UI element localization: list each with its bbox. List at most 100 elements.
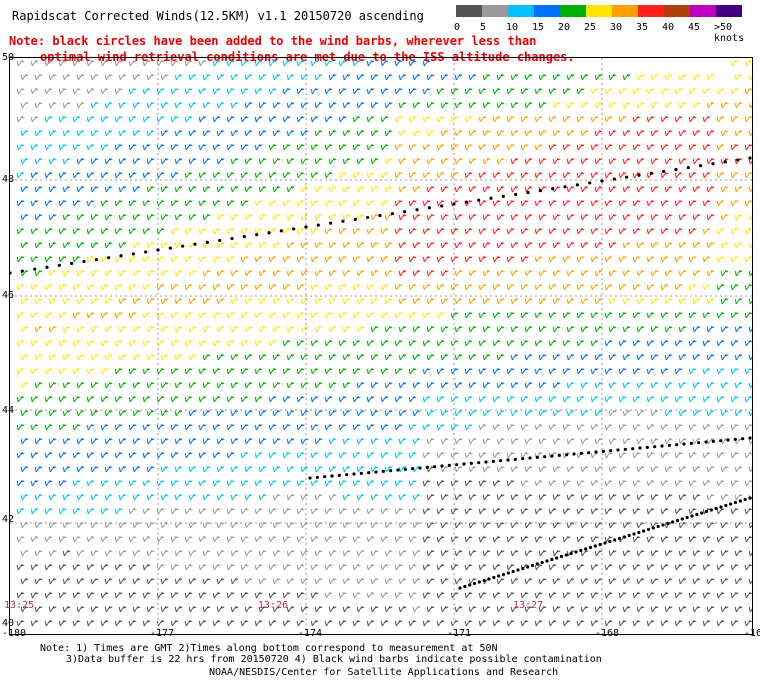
wind-barb <box>366 479 375 487</box>
wind-barb <box>370 605 379 613</box>
wind-barb <box>748 381 757 389</box>
wind-barb <box>636 129 645 137</box>
wind-barb <box>734 269 743 277</box>
wind-barb <box>688 395 697 403</box>
wind-barb <box>146 465 155 473</box>
wind-barb <box>132 605 141 613</box>
wind-barb <box>146 185 155 193</box>
wind-barb <box>100 535 109 543</box>
contamination-marker <box>666 521 670 526</box>
wind-barb <box>468 241 477 249</box>
wind-barb <box>408 535 417 543</box>
wind-barb <box>328 269 337 277</box>
wind-barb <box>660 171 669 179</box>
wind-barb <box>440 577 449 585</box>
wind-barb <box>580 577 589 585</box>
contamination-marker <box>501 572 506 577</box>
wind-barb <box>748 241 757 249</box>
wind-barb <box>730 171 739 179</box>
wind-barb <box>744 311 753 319</box>
wind-barb <box>160 73 169 81</box>
wind-barb <box>300 297 309 305</box>
wind-barb <box>100 367 109 375</box>
wind-barb <box>664 605 673 613</box>
wind-barb <box>660 479 669 487</box>
wind-barb <box>230 157 239 165</box>
wind-barb <box>520 143 529 151</box>
wind-barb <box>342 577 351 585</box>
wind-barb <box>604 423 613 431</box>
wind-barb <box>454 381 463 389</box>
wind-barb <box>468 381 477 389</box>
wind-barb <box>538 493 547 501</box>
wind-barb <box>310 591 319 599</box>
wind-barb <box>394 227 403 235</box>
wind-barb <box>300 437 309 445</box>
wind-barb <box>58 591 67 599</box>
wind-barb <box>296 619 305 627</box>
wind-barb <box>146 605 155 613</box>
wind-barb <box>104 213 113 221</box>
wind-barb <box>524 157 533 165</box>
wind-barb <box>258 549 267 557</box>
wind-barb <box>62 73 71 81</box>
wind-barb <box>440 493 449 501</box>
wind-barb <box>30 619 39 627</box>
wind-barb <box>48 493 57 501</box>
contamination-marker <box>455 463 459 467</box>
wind-barb <box>226 535 235 543</box>
wind-barb <box>440 157 449 165</box>
wind-barb <box>62 409 71 417</box>
wind-barb <box>324 451 333 459</box>
wind-barb <box>370 549 379 557</box>
contamination-marker <box>8 271 12 275</box>
wind-barb <box>702 199 711 207</box>
wind-barb <box>170 283 179 291</box>
wind-barb <box>478 451 487 459</box>
wind-barb <box>412 549 421 557</box>
wind-barb <box>296 591 305 599</box>
wind-barb <box>314 185 323 193</box>
wind-barb <box>198 199 207 207</box>
wind-barb <box>30 59 39 67</box>
wind-barb <box>62 101 71 109</box>
wind-barb <box>748 409 757 417</box>
wind-barb <box>230 269 239 277</box>
wind-barb <box>492 227 501 235</box>
contamination-marker <box>511 569 515 574</box>
wind-barb <box>482 605 491 613</box>
wind-barb <box>436 479 445 487</box>
wind-barb <box>744 227 753 235</box>
wind-barb <box>338 311 347 319</box>
wind-barb <box>212 143 221 151</box>
wind-barb <box>296 199 305 207</box>
wind-barb <box>380 283 389 291</box>
wind-barb <box>58 367 67 375</box>
wind-barb <box>576 143 585 151</box>
wind-barb <box>328 325 337 333</box>
contamination-marker <box>403 467 407 471</box>
wind-barb <box>114 143 123 151</box>
contamination-marker <box>632 532 636 536</box>
wind-barb <box>398 549 407 557</box>
contamination-marker <box>579 548 583 553</box>
wind-barb <box>394 451 403 459</box>
wind-barb <box>510 213 519 221</box>
wind-barb <box>636 493 645 501</box>
wind-barb <box>212 591 221 599</box>
wind-barb <box>286 409 295 417</box>
wind-barb <box>650 409 659 417</box>
wind-barb <box>34 213 43 221</box>
wind-barb <box>366 199 375 207</box>
wind-barb <box>44 395 53 403</box>
wind-barb <box>20 549 29 557</box>
wind-barb <box>538 381 547 389</box>
wind-barb <box>408 115 417 123</box>
wind-barb <box>72 255 81 263</box>
wind-barb <box>324 171 333 179</box>
wind-barb <box>132 465 141 473</box>
wind-barb <box>310 311 319 319</box>
wind-barb <box>678 325 687 333</box>
wind-barb <box>716 451 725 459</box>
wind-barb <box>748 213 757 221</box>
